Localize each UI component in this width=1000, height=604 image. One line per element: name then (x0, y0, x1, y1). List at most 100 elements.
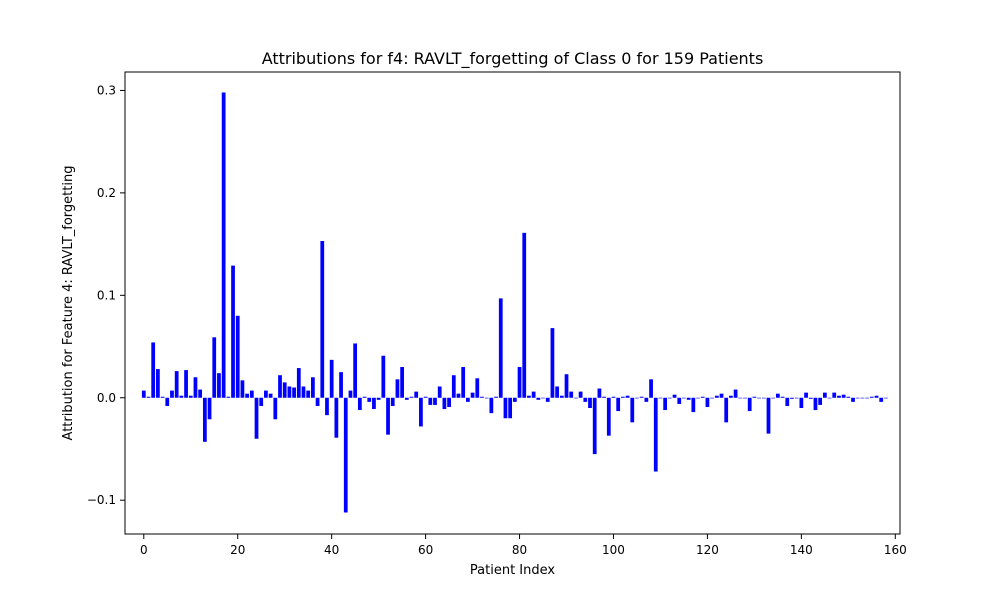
bar (696, 397, 700, 399)
bar (827, 397, 832, 399)
bar (550, 328, 555, 398)
bar (667, 397, 672, 399)
x-tick-label: 20 (230, 543, 245, 557)
bar (832, 392, 837, 398)
bar (475, 378, 480, 398)
bar (146, 396, 151, 398)
bar (874, 395, 879, 398)
bar (353, 343, 358, 398)
bar (179, 395, 184, 398)
x-tick-label: 160 (884, 543, 907, 557)
bar (325, 397, 329, 416)
bar (559, 395, 564, 398)
bar (851, 397, 855, 402)
bar (282, 382, 287, 398)
x-tick-label: 0 (140, 543, 148, 557)
bar (235, 315, 240, 398)
bar (395, 379, 400, 398)
bar (494, 396, 498, 398)
bar (437, 386, 442, 398)
x-tick-label: 60 (418, 543, 433, 557)
bar (531, 391, 536, 398)
bar (489, 397, 494, 414)
bar (738, 397, 743, 399)
bar (682, 397, 686, 399)
bar (278, 375, 282, 398)
bar (428, 397, 433, 405)
bar (808, 397, 813, 399)
bar (743, 397, 747, 399)
bar (766, 397, 771, 434)
bar (710, 397, 714, 399)
bar (512, 397, 517, 402)
bar (188, 395, 193, 398)
bar (865, 397, 869, 399)
chart-title: Attributions for f4: RAVLT_forgetting of… (262, 49, 764, 69)
bar (621, 396, 625, 398)
bar (527, 395, 531, 398)
bar (156, 369, 160, 398)
bar (207, 397, 212, 420)
bar (226, 396, 231, 398)
bar (296, 368, 301, 398)
bar (414, 391, 419, 398)
bar (160, 396, 165, 398)
bar (202, 397, 207, 442)
bar (245, 393, 249, 398)
bar (409, 396, 414, 398)
bar (790, 397, 794, 399)
bar (677, 397, 682, 404)
bar (193, 377, 198, 398)
x-axis-label: Patient Index (470, 563, 555, 578)
y-tick-label: 0.0 (97, 391, 116, 405)
bar (141, 390, 146, 398)
bar (588, 397, 592, 408)
bar (456, 393, 461, 398)
bar (541, 397, 545, 399)
bar (315, 397, 320, 406)
bar (386, 397, 390, 435)
bar (611, 396, 616, 398)
bar (311, 377, 315, 398)
bar (165, 397, 170, 406)
bar (503, 397, 508, 419)
x-axis: 0 20 40 60 80 100 120 140 160 (140, 534, 907, 557)
y-axis: −0.1 0.0 0.1 0.2 0.3 (87, 83, 125, 507)
x-tick-label: 80 (512, 543, 527, 557)
bar (691, 397, 696, 413)
bar (785, 397, 790, 406)
bar (400, 367, 404, 398)
x-tick-label: 40 (324, 543, 339, 557)
bar (357, 397, 362, 411)
bar (343, 397, 348, 513)
bar (170, 390, 174, 398)
bar (517, 367, 522, 398)
bar (757, 397, 761, 399)
bar (616, 397, 621, 412)
bar (747, 397, 752, 412)
bar (306, 390, 311, 398)
bar (522, 232, 527, 398)
bar (329, 359, 334, 398)
bar (663, 397, 668, 411)
bar (461, 367, 466, 398)
bar (658, 397, 663, 399)
bar (536, 397, 541, 400)
bar (184, 370, 188, 398)
bar (822, 392, 827, 398)
bar (433, 397, 437, 405)
bar (259, 397, 264, 406)
bar (597, 388, 602, 398)
bar (635, 397, 639, 399)
bar (564, 374, 569, 398)
bar (362, 396, 367, 398)
bar (480, 396, 484, 398)
bar (799, 397, 804, 408)
bar (583, 397, 588, 402)
bar (776, 393, 780, 398)
plot-frame (124, 71, 901, 535)
bar (686, 397, 691, 400)
bar (348, 390, 353, 398)
bar (606, 397, 611, 436)
